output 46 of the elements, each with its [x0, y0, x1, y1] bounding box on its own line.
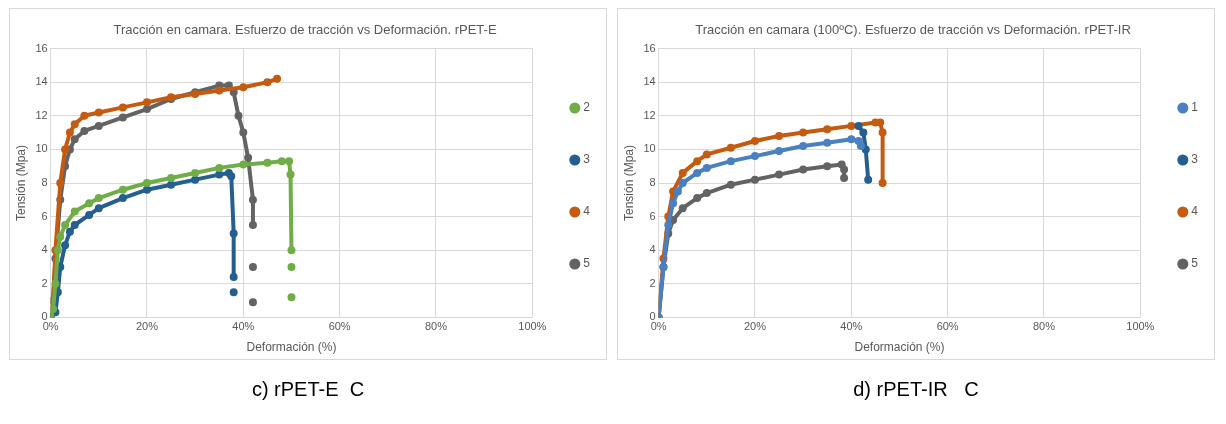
x-tick-label: 80%: [424, 320, 448, 333]
y-tick-label: 12: [35, 108, 48, 121]
y-tick-label: 6: [649, 209, 656, 222]
y-tick-label: 4: [41, 243, 48, 256]
y-tick-label: 8: [649, 176, 656, 189]
y-tick-label: 6: [41, 209, 48, 222]
y-axis-title: Tensión (Mpa): [13, 144, 28, 222]
x-tick-label: 20%: [743, 320, 767, 333]
y-tick-label: 16: [35, 41, 48, 54]
x-axis-title: Deformación (%): [246, 340, 337, 355]
y-tick-label: 10: [35, 142, 48, 155]
y-tick-label: 14: [643, 75, 656, 88]
x-tick-label: 40%: [840, 320, 863, 333]
x-tick-label: 60%: [328, 320, 351, 333]
x-tick-label: 100%: [518, 320, 547, 333]
legend-label: 3: [1191, 152, 1199, 167]
y-tick-label: 0: [41, 310, 48, 323]
legend-label: 2: [583, 100, 591, 115]
legend-label: 4: [1191, 204, 1199, 219]
x-tick-label: 60%: [936, 320, 959, 333]
legend-label: 4: [583, 204, 591, 219]
text: d) rPET-IR C: [853, 378, 979, 401]
x-tick-label: 40%: [232, 320, 255, 333]
y-tick-label: 10: [643, 142, 656, 155]
x-tick-label: 0%: [42, 320, 59, 333]
y-tick-label: 8: [41, 176, 48, 189]
legend-label: 5: [1191, 256, 1199, 271]
x-axis-title: Deformación (%): [854, 340, 945, 355]
y-axis-title: Tensión (Mpa): [621, 144, 636, 222]
x-tick-label: 20%: [135, 320, 159, 333]
y-tick-label: 16: [643, 41, 656, 54]
y-tick-label: 2: [41, 276, 48, 289]
chart-title: Tracción en camara (100ºC). Esfuerzo de tracción vs Deformación. rPET-IR: [695, 22, 1131, 38]
y-tick-label: 4: [649, 243, 656, 256]
legend-label: 1: [1191, 100, 1199, 115]
y-tick-label: 14: [35, 75, 48, 88]
legend-label: 5: [583, 256, 591, 271]
y-tick-label: 2: [649, 276, 656, 289]
legend-label: 3: [583, 152, 591, 167]
chart-title: Tracción en camara. Esfuerzo de tracción vs Deformación. rPET-E: [113, 22, 497, 38]
x-tick-label: 0%: [650, 320, 667, 333]
x-tick-label: 80%: [1032, 320, 1056, 333]
x-tick-label: 100%: [1126, 320, 1155, 333]
y-tick-label: 12: [643, 108, 656, 121]
y-tick-label: 0: [649, 310, 656, 323]
text: c) rPET-E C: [251, 378, 365, 401]
